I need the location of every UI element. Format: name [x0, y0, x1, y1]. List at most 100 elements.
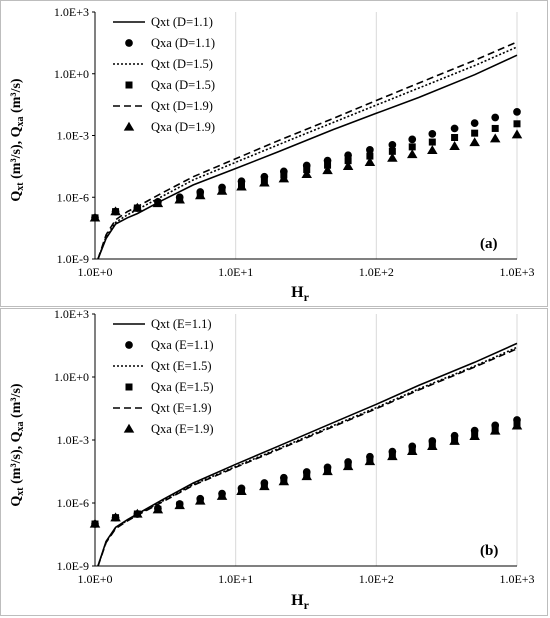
series-line-path	[97, 46, 518, 260]
data-point-triangle	[259, 481, 270, 491]
data-point-triangle	[449, 141, 460, 150]
x-tick-label: 1.0E+2	[359, 572, 394, 586]
legend-item: Qxt (D=1.9)	[113, 99, 213, 113]
data-point-square	[388, 147, 396, 155]
data-point-triangle	[278, 476, 290, 486]
data-point-triangle	[174, 194, 185, 204]
panel-a-ylabel-u1: (m³/s),	[9, 137, 24, 182]
y-tick-label: 1.0E-6	[57, 496, 89, 510]
data-point-square	[408, 143, 416, 151]
legend-label: Qxt (D=1.1)	[151, 15, 213, 29]
data-point-triangle	[174, 500, 185, 510]
panel-a-ticks: 1.0E+0 1.0E+1 1.0E+2 1.0E+3 1.0E-9 1.0E-6 1.0E…	[54, 5, 535, 279]
legend-item: Qxa (E=1.5)	[125, 380, 214, 394]
x-tick-label: 1.0E+1	[218, 265, 253, 279]
x-tick-label: 1.0E+0	[77, 572, 112, 586]
legend-item: Qxa (D=1.1)	[125, 36, 215, 50]
data-point-triangle	[489, 133, 501, 143]
data-point-circle	[470, 119, 479, 127]
series-line	[97, 41, 518, 260]
data-point-triangle	[110, 512, 121, 522]
data-point-triangle	[322, 466, 333, 476]
data-point-triangle	[387, 451, 398, 461]
series-line	[97, 54, 518, 260]
y-tick-label: 1.0E+0	[54, 67, 89, 81]
y-tick-label: 1.0E-9	[57, 559, 89, 573]
y-tick-label: 1.0E-3	[57, 129, 89, 143]
data-point-triangle	[194, 190, 206, 200]
data-point-circle	[450, 124, 459, 133]
legend-marker-swatch	[125, 341, 133, 349]
panel-b-ylabel-u1: (m³/s),	[9, 442, 24, 487]
data-point-square	[125, 81, 133, 89]
data-point-triangle	[406, 446, 418, 455]
data-point-triangle	[427, 441, 438, 450]
x-tick-label: 1.0E+3	[499, 265, 534, 279]
data-point-triangle	[342, 461, 354, 471]
data-point-triangle	[132, 508, 143, 518]
panel-b-series	[89, 342, 523, 567]
panel-a-legend: Qxt (D=1.1) Qxa (D=1.1) Qxt (D=1.5) Qxa (D=…	[113, 15, 215, 134]
data-point-triangle	[259, 177, 270, 187]
panel-a-ylabel-q1: Q	[9, 191, 24, 202]
data-point-triangle	[387, 152, 398, 162]
data-point-triangle	[449, 435, 460, 445]
data-point-square	[324, 161, 332, 169]
data-point-circle	[513, 108, 521, 116]
data-point-triangle	[406, 149, 418, 159]
data-point-triangle	[511, 129, 523, 139]
data-point-square	[428, 138, 436, 146]
panel-a-xlabel: Hr	[291, 284, 309, 304]
panel-b-ylabel-q2: Q	[9, 431, 24, 442]
panel-b-label: (b)	[480, 543, 498, 559]
data-point-square	[471, 129, 479, 137]
panel-b-grid	[235, 314, 518, 566]
legend-item: Qxa (E=1.1)	[125, 338, 214, 352]
legend-label: Qxt (E=1.5)	[151, 359, 212, 373]
legend-label: Qxt (E=1.1)	[151, 317, 212, 331]
panel-b: Qxt (E=1.1) Qxa (E=1.1) Qxt (E=1.5) Qxa (E=…	[9, 307, 535, 612]
panel-b-ylabel-s1: xt	[15, 487, 26, 496]
data-point-circle	[388, 141, 397, 149]
series-line-path	[97, 342, 518, 567]
legend-item: Qxa (D=1.9)	[123, 120, 215, 134]
data-point-triangle	[236, 486, 247, 495]
data-point-square	[513, 120, 521, 128]
data-point-circle	[125, 341, 133, 349]
y-tick-label: 1.0E-9	[57, 252, 89, 266]
data-point-triangle	[216, 185, 228, 195]
panel-b-xlabel-sub: r	[304, 598, 310, 612]
data-point-circle	[408, 135, 417, 144]
series-line-path	[97, 54, 518, 260]
data-point-triangle	[236, 181, 247, 191]
legend-item: Qxa (D=1.5)	[125, 78, 215, 92]
panel-b-ylabel-s2: xa	[15, 421, 26, 431]
data-point-triangle	[123, 121, 135, 131]
panel-a-frame	[0, 0, 548, 307]
panel-a-ylabel-q2: Q	[9, 126, 24, 137]
panel-b-legend: Qxt (E=1.1) Qxa (E=1.1) Qxt (E=1.5) Qxa (E=…	[113, 317, 214, 436]
data-point-triangle	[89, 212, 101, 222]
panel-a: Qxt (D=1.1) Qxa (D=1.1) Qxt (D=1.5) Qxa (D=…	[9, 5, 535, 304]
data-point-triangle	[511, 420, 523, 430]
y-tick-label: 1.0E+0	[54, 370, 89, 384]
data-point-triangle	[123, 423, 135, 433]
legend-marker-swatch	[125, 81, 133, 89]
data-point-square	[344, 157, 352, 165]
data-point-triangle	[364, 157, 376, 166]
data-point-triangle	[278, 173, 290, 183]
data-point-square	[366, 152, 374, 160]
data-point-square	[125, 383, 133, 391]
legend-label: Qxt (D=1.5)	[151, 57, 213, 71]
series-line-path	[97, 348, 518, 567]
data-point-circle	[491, 113, 500, 122]
series-line-path	[97, 41, 518, 260]
data-point-triangle	[152, 504, 164, 514]
data-point-circle	[125, 39, 133, 47]
legend-item: Qxt (E=1.5)	[113, 359, 212, 373]
panel-b-ylabel-q1: Q	[9, 496, 24, 507]
panel-a-ylabel: Qxt (m³/s), Qxa (m³/s)	[9, 78, 26, 202]
panel-b-ylabel: Qxt (m³/s), Qxa (m³/s)	[9, 383, 26, 507]
y-tick-label: 1.0E+3	[54, 5, 89, 19]
